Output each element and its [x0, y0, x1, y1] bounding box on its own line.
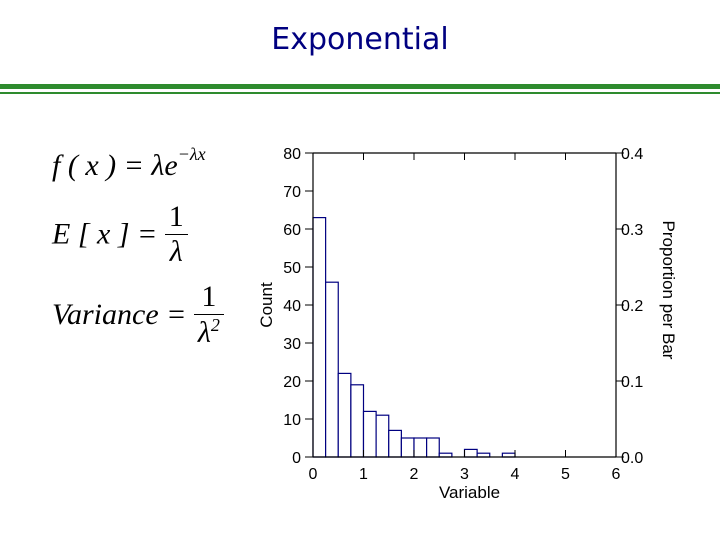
- expectation-numerator: 1: [164, 200, 188, 235]
- slide-title: Exponential: [271, 22, 449, 57]
- histogram-chart: 0 1 2 3 4 5 6010203040506070800.00.10.20.30.4V…: [257, 146, 678, 502]
- y-tick-label: 40: [283, 298, 301, 315]
- pdf-formula: f ( x ) = λe−λx: [52, 144, 206, 183]
- pdf-exponent: −λx: [177, 144, 206, 164]
- y-tick-label: 80: [283, 146, 301, 163]
- histogram-bar: [325, 281, 339, 458]
- y-axis-label: Count: [257, 282, 276, 328]
- expectation-denominator: λ: [169, 235, 183, 268]
- histogram-bar: [388, 429, 402, 458]
- variance-den-exponent: 2: [210, 315, 220, 335]
- title-divider-thick: [0, 84, 720, 89]
- y2-tick-label: 0.4: [621, 146, 643, 163]
- y-tick-label: 20: [283, 374, 301, 391]
- histogram-bar: [426, 437, 440, 458]
- x-tick-label: 3: [460, 466, 469, 483]
- x-tick-label: 1: [359, 466, 368, 483]
- histogram-bar: [337, 372, 352, 458]
- y2-axis-label: Proportion per Bar: [659, 221, 678, 360]
- x-tick-label: 0: [309, 466, 318, 483]
- x-tick-label: 5: [561, 466, 570, 483]
- expectation-formula: E [ x ] = 1 λ: [52, 200, 188, 269]
- x-tick-label: 2: [410, 466, 419, 483]
- histogram-bar: [413, 437, 428, 458]
- y-tick-label: 10: [283, 412, 301, 429]
- expectation-lhs: E [ x ] =: [52, 217, 158, 251]
- pdf-lhs: f ( x ) = λe: [52, 149, 178, 182]
- variance-denominator: λ2: [194, 315, 224, 350]
- variance-den-base: λ: [197, 316, 211, 349]
- variance-numerator: 1: [193, 280, 224, 315]
- histogram-bar: [312, 216, 327, 458]
- y2-tick-label: 0.2: [621, 298, 643, 315]
- x-tick-label: 6: [612, 466, 621, 483]
- y2-tick-label: 0.3: [621, 222, 643, 239]
- histogram-bar: [463, 448, 478, 458]
- y-tick-label: 30: [283, 336, 301, 353]
- histogram-bar: [350, 384, 365, 458]
- y2-tick-label: 0.1: [621, 374, 643, 391]
- y-tick-label: 50: [283, 260, 301, 277]
- x-tick-label: 4: [511, 466, 520, 483]
- x-axis-label: Variable: [439, 483, 500, 502]
- y-tick-label: 0: [292, 450, 301, 467]
- title-divider-thin: [0, 92, 720, 94]
- variance-fraction: 1 λ2: [193, 280, 224, 350]
- histogram-bar: [362, 410, 377, 458]
- histogram-bar: [400, 437, 415, 458]
- histogram-bar: [375, 414, 390, 458]
- y-tick-label: 60: [283, 222, 301, 239]
- y-tick-label: 70: [283, 184, 301, 201]
- variance-lhs: Variance =: [52, 298, 187, 331]
- variance-formula: Variance = 1 λ2: [52, 280, 224, 350]
- expectation-fraction: 1 λ: [164, 200, 188, 269]
- y2-tick-label: 0.0: [621, 450, 643, 467]
